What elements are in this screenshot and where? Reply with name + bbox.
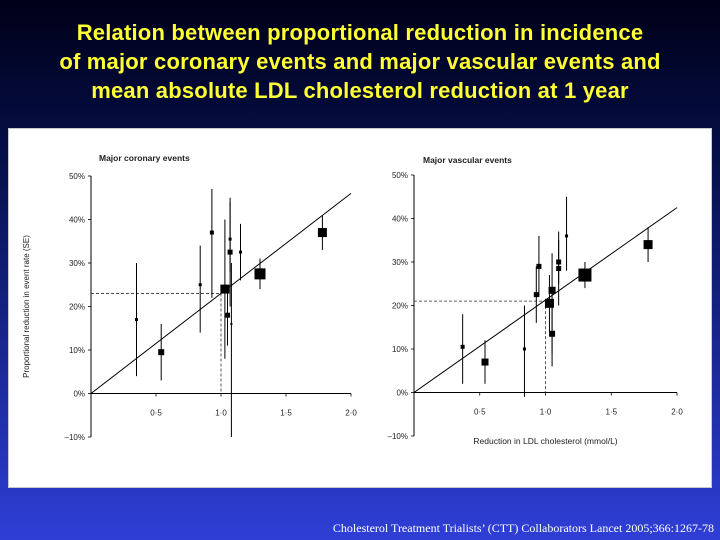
y-tick-label: 50% <box>392 171 408 180</box>
data-point <box>460 344 465 349</box>
data-point <box>225 312 230 318</box>
data-point <box>158 349 165 356</box>
data-point <box>481 358 489 366</box>
y-tick-label: 20% <box>392 302 408 311</box>
x-tick-label: 2·0 <box>671 408 683 417</box>
data-point <box>548 286 556 294</box>
x-axis-label: Reduction in LDL cholesterol (mmol/L) <box>473 436 617 446</box>
y-tick-label: 40% <box>69 216 85 225</box>
x-tick-label: 0·5 <box>474 408 486 417</box>
chart-figure: Major coronary events 50% 40% 30% 20% 10% 0% –1… <box>22 153 683 446</box>
data-point <box>556 266 562 272</box>
y-tick-label: 20% <box>69 303 85 312</box>
chart-title: Major vascular events <box>423 155 512 165</box>
chart-title: Major coronary events <box>99 153 190 163</box>
y-tick-label: 0% <box>73 390 85 399</box>
data-point <box>230 322 233 325</box>
data-point <box>209 230 214 235</box>
citation: Cholesterol Treatment Trialists’ (CTT) C… <box>332 521 714 535</box>
data-point <box>317 228 327 238</box>
x-tick-label: 2·0 <box>345 409 357 418</box>
x-tick-label: 1·0 <box>540 408 552 417</box>
data-point <box>227 249 233 255</box>
data-point <box>533 292 539 298</box>
data-point <box>220 284 230 294</box>
data-point <box>536 263 542 269</box>
y-tick-label: 30% <box>392 258 408 267</box>
x-tick-label: 1·0 <box>215 409 227 418</box>
title-line-2: of major coronary events and major vascu… <box>59 49 661 74</box>
x-tick-label: 0·5 <box>150 409 162 418</box>
chart-panel: Major coronary events 50% 40% 30% 20% 10% 0% –1… <box>8 128 712 488</box>
title-line-1: Relation between proportional reduction … <box>76 20 644 45</box>
x-tick-label: 1·5 <box>280 409 292 418</box>
title-line-3: mean absolute LDL cholesterol reduction … <box>91 78 629 103</box>
y-tick-label: 10% <box>392 345 408 354</box>
x-tick-label: 1·5 <box>605 408 617 417</box>
y-tick-label: 50% <box>69 172 85 181</box>
slide-title: Relation between proportional reduction … <box>0 18 720 105</box>
y-tick-label: 40% <box>392 215 408 224</box>
y-tick-label: 30% <box>69 259 85 268</box>
data-point <box>565 234 569 238</box>
y-tick-label: 0% <box>396 389 408 398</box>
data-point <box>643 240 653 250</box>
y-tick-label: 10% <box>69 346 85 355</box>
data-point <box>522 347 526 351</box>
data-point <box>135 318 138 322</box>
data-point <box>254 268 266 280</box>
data-point <box>544 298 554 308</box>
y-tick-label: –10% <box>65 433 85 442</box>
data-point <box>198 283 202 287</box>
y-tick-label: –10% <box>388 432 408 441</box>
data-point <box>549 330 556 337</box>
data-point <box>239 250 242 254</box>
y-axis-label: Proportional reduction in event rate (SE… <box>22 235 31 378</box>
data-point <box>578 268 592 282</box>
